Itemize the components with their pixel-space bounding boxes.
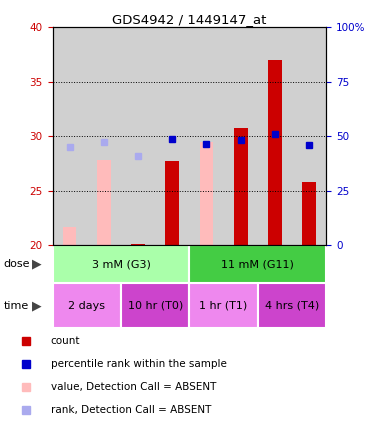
Bar — [131, 244, 145, 245]
Text: 2 days: 2 days — [68, 301, 105, 310]
Bar — [189, 283, 258, 328]
Text: dose: dose — [4, 259, 30, 269]
Text: value, Detection Call = ABSENT: value, Detection Call = ABSENT — [51, 382, 216, 392]
Text: 3 mM (G3): 3 mM (G3) — [92, 259, 150, 269]
Bar — [53, 283, 121, 328]
Text: ▶: ▶ — [32, 258, 42, 271]
Bar — [155, 27, 189, 245]
Bar — [268, 60, 282, 245]
Bar — [258, 27, 292, 245]
Bar — [97, 160, 111, 245]
Bar — [63, 227, 76, 245]
Bar — [189, 245, 326, 283]
Text: 4 hrs (T4): 4 hrs (T4) — [265, 301, 319, 310]
Bar — [258, 283, 326, 328]
Bar — [165, 162, 179, 245]
Text: count: count — [51, 336, 80, 346]
Text: ▶: ▶ — [32, 299, 42, 312]
Text: 1 hr (T1): 1 hr (T1) — [200, 301, 248, 310]
Bar — [87, 27, 121, 245]
Bar — [135, 244, 141, 245]
Text: time: time — [4, 301, 29, 310]
Text: rank, Detection Call = ABSENT: rank, Detection Call = ABSENT — [51, 405, 211, 415]
Text: 10 hr (T0): 10 hr (T0) — [128, 301, 183, 310]
Bar — [189, 27, 224, 245]
Bar — [292, 27, 326, 245]
Bar — [200, 142, 213, 245]
Bar — [121, 283, 189, 328]
Bar — [302, 182, 316, 245]
Bar — [121, 27, 155, 245]
Bar — [234, 128, 248, 245]
Text: 11 mM (G11): 11 mM (G11) — [221, 259, 294, 269]
Bar — [53, 245, 189, 283]
Bar — [224, 27, 258, 245]
Title: GDS4942 / 1449147_at: GDS4942 / 1449147_at — [112, 14, 267, 26]
Bar — [53, 27, 87, 245]
Text: percentile rank within the sample: percentile rank within the sample — [51, 359, 226, 369]
